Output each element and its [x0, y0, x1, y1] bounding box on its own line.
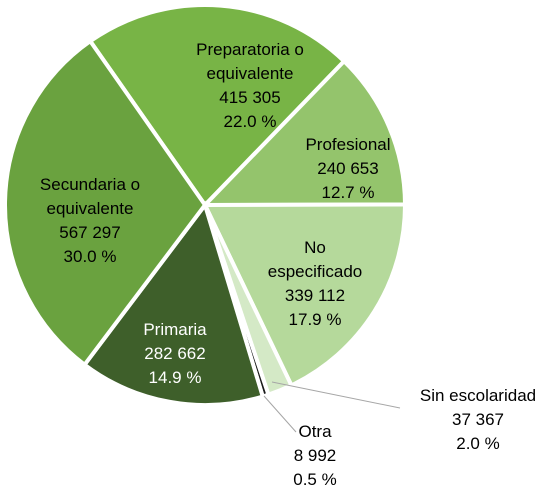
slice-label: Primaria 282 662 14.9 % — [115, 318, 235, 390]
percent-label: 30.0 % — [63, 247, 117, 266]
slice-label: Profesional 240 653 12.7 % — [283, 133, 413, 205]
slice-label: Preparatoria o equivalente 415 305 22.0 % — [175, 38, 325, 134]
pie-slice — [81, 200, 266, 407]
percent-label: 22.0 % — [223, 112, 277, 131]
value-label: 282 662 — [144, 344, 206, 363]
value-label: 8 992 — [293, 446, 337, 465]
pie-slice — [200, 58, 408, 208]
slice-label: Otra 8 992 0.5 % — [280, 420, 350, 486]
pie-slice — [87, 3, 347, 209]
percent-label: 12.7 % — [321, 183, 375, 202]
category-label: Preparatoria o equivalente — [196, 40, 304, 83]
value-label: 415 305 — [219, 88, 281, 107]
category-label: Otra — [298, 422, 332, 441]
slice-label: Sin escolaridad 37 367 2.0 % — [398, 384, 551, 456]
percent-label: 0.5 % — [293, 470, 337, 486]
percent-label: 14.9 % — [148, 368, 202, 387]
category-label: Profesional — [305, 135, 391, 154]
category-label: Primaria — [143, 320, 207, 339]
value-label: 37 367 — [452, 410, 504, 429]
leader-line — [263, 395, 297, 433]
pie-slice — [201, 202, 407, 389]
slice-label: Secundaria o equivalente 567 297 30.0 % — [10, 173, 170, 269]
percent-label: 2.0 % — [456, 434, 500, 453]
pie-slice — [3, 38, 208, 368]
value-label: 240 653 — [317, 159, 379, 178]
percent-label: 17.9 % — [288, 310, 342, 329]
value-label: 567 297 — [59, 223, 121, 242]
slice-label: No especificado 339 112 17.9 % — [255, 236, 375, 332]
leader-line — [271, 381, 401, 409]
category-label: No especificado — [267, 238, 363, 281]
category-label: Sin escolaridad — [419, 386, 537, 405]
value-label: 339 112 — [284, 286, 346, 305]
category-label: Secundaria o equivalente — [39, 175, 141, 218]
